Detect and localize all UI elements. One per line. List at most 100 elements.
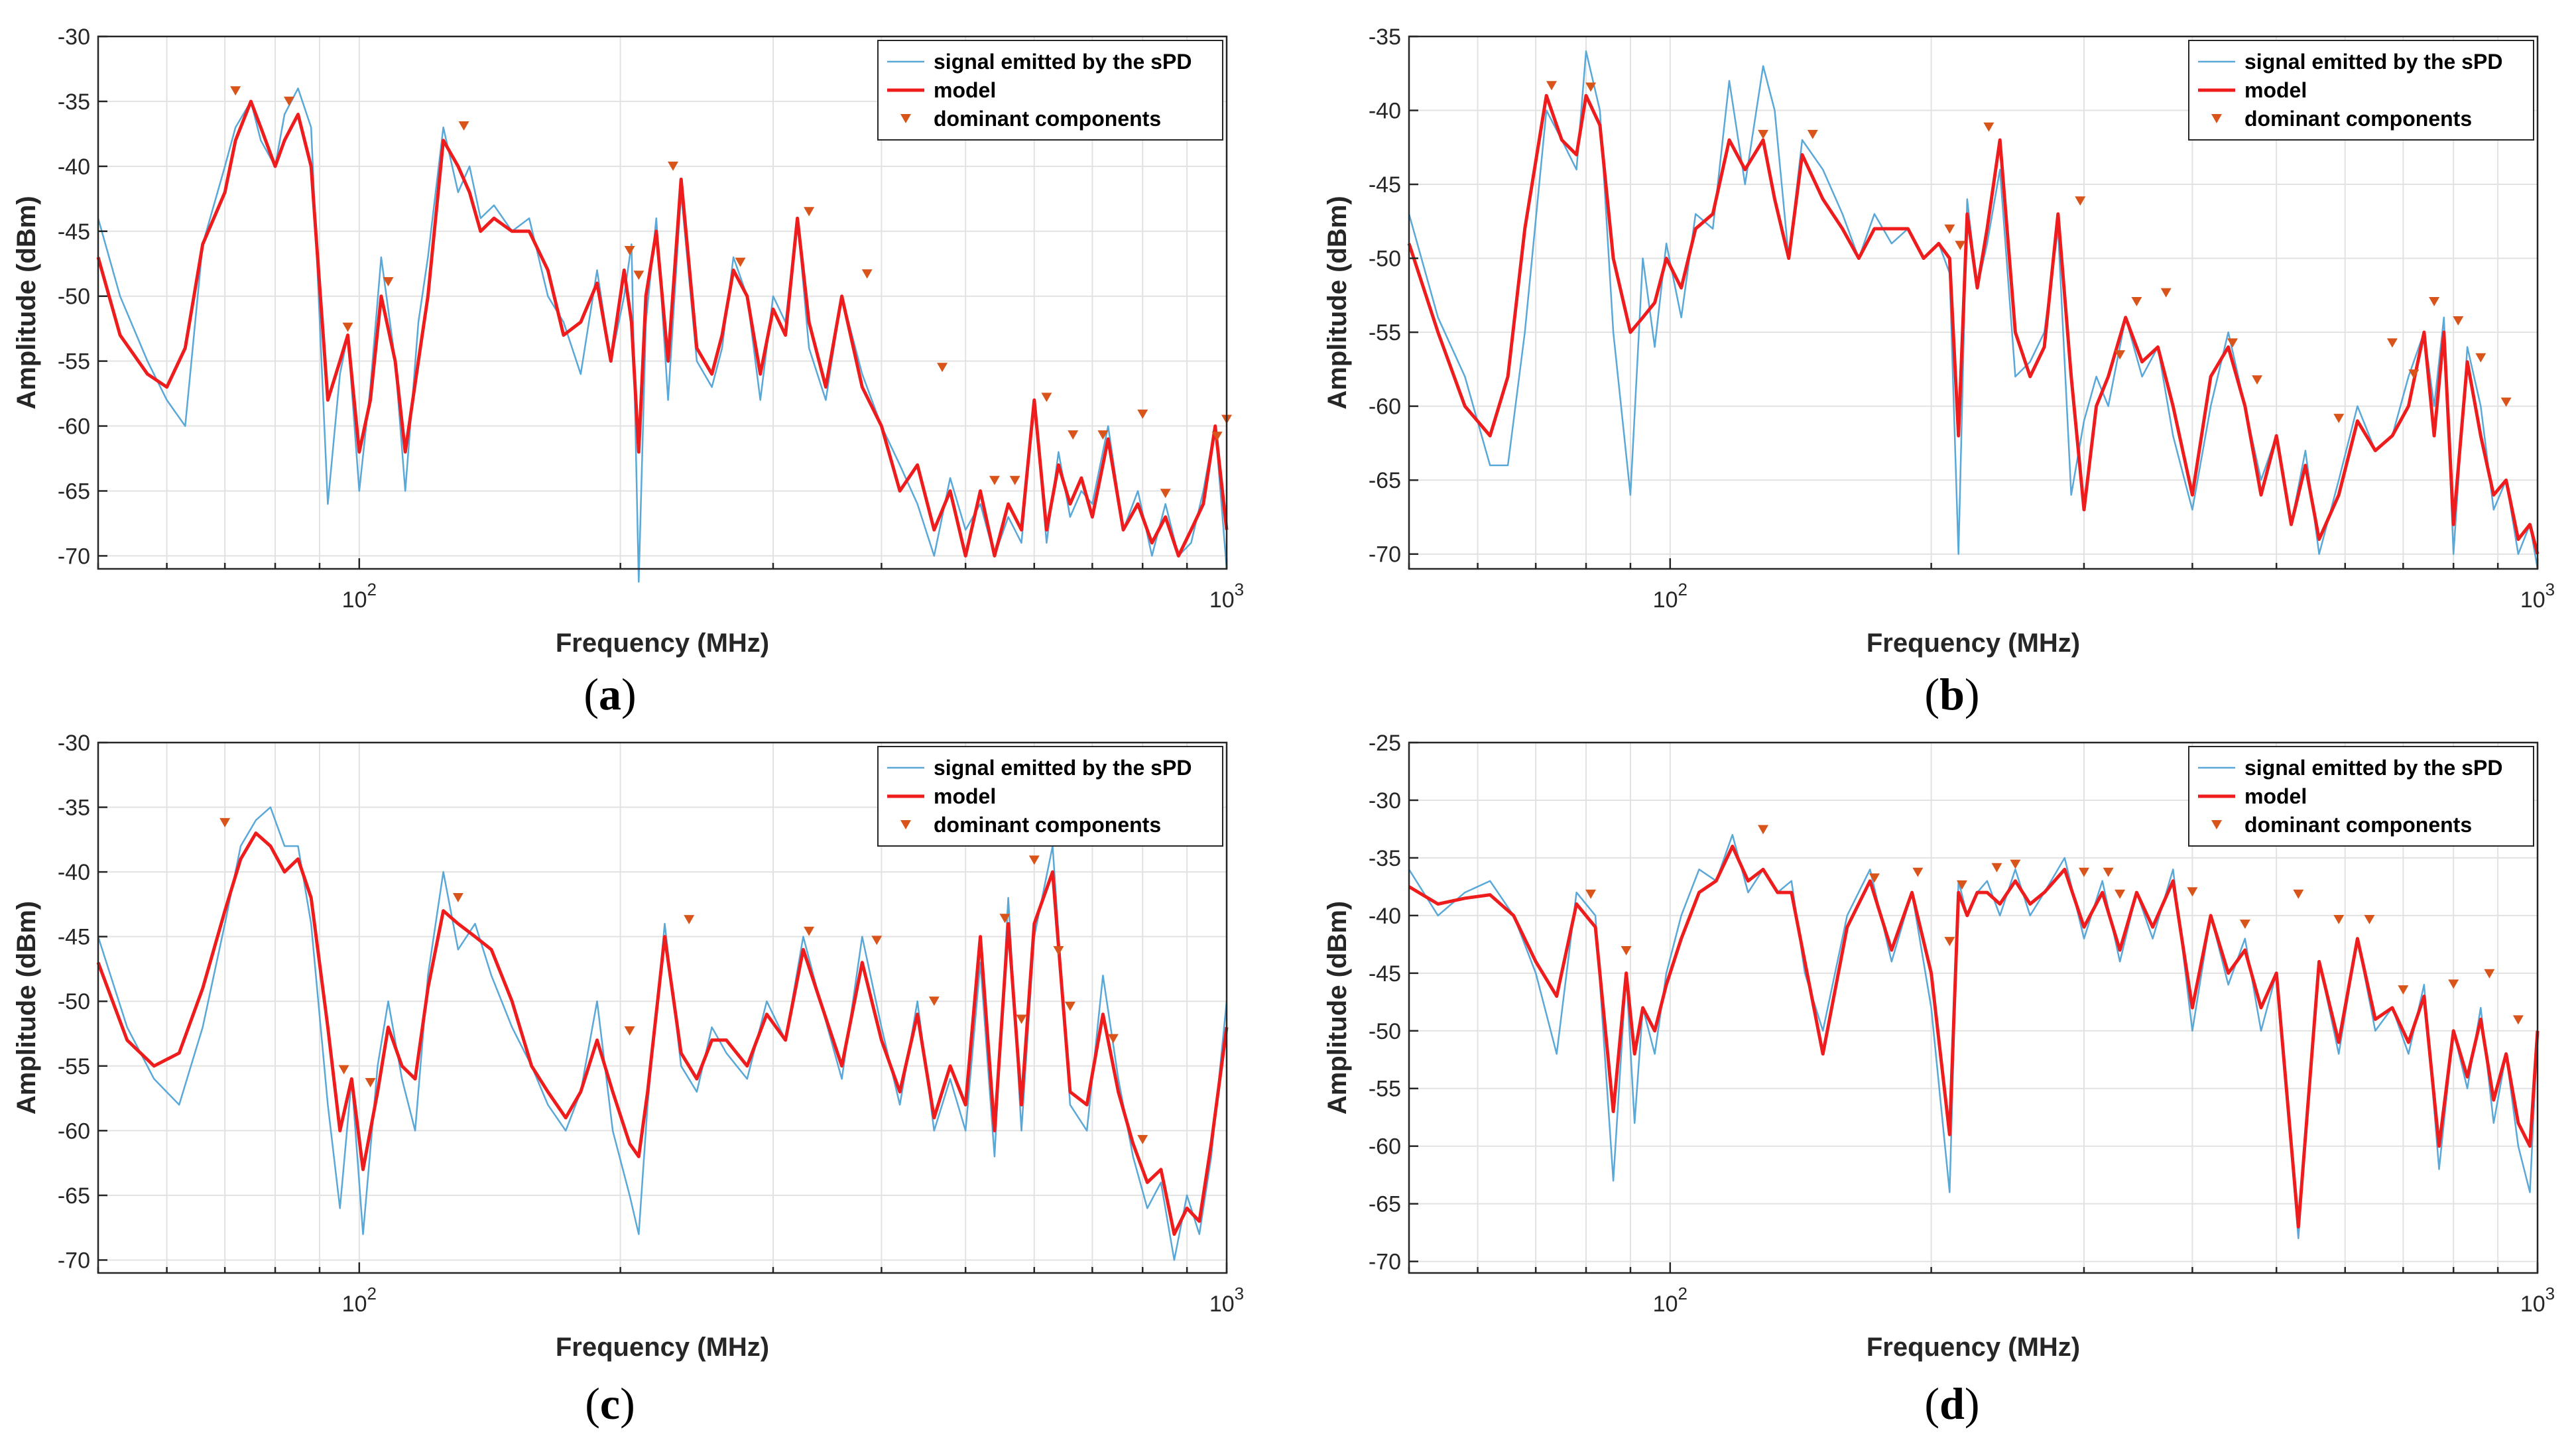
legend-entry: signal emitted by the sPD <box>934 756 1192 780</box>
y-tick-label: -30 <box>58 25 90 50</box>
legend: signal emitted by the sPD model dominant c… <box>877 746 1223 847</box>
dominant-component-marker <box>2333 414 2345 424</box>
dominant-component-marker <box>338 1065 349 1075</box>
dominant-component-marker <box>1028 855 1040 865</box>
dominant-component-marker <box>458 121 469 131</box>
dominant-component-marker <box>365 1078 376 1088</box>
y-tick-label: -30 <box>58 731 90 756</box>
panel-label-open: ( <box>585 1378 600 1429</box>
x-tick-exponent: 3 <box>2545 1284 2555 1303</box>
y-tick-label: -45 <box>58 925 90 950</box>
x-tick-exponent: 2 <box>367 1284 376 1303</box>
y-tick-label: -50 <box>1369 247 1401 272</box>
legend-entry: signal emitted by the sPD <box>2244 756 2502 780</box>
dominant-component-marker <box>1137 1134 1148 1144</box>
dominant-component-marker <box>2239 920 2250 929</box>
panel-label-open: ( <box>1924 1378 1939 1429</box>
panel-label-letter: b <box>1939 669 1965 719</box>
x-tick-base: 10 <box>1653 1292 1678 1317</box>
model-line <box>1407 93 2540 555</box>
dominant-component-marker <box>937 363 948 373</box>
y-tick-label: -45 <box>58 219 90 245</box>
y-tick-label: -40 <box>1369 904 1401 929</box>
legend-entry: dominant components <box>2244 813 2472 837</box>
y-tick-label: -50 <box>58 989 90 1014</box>
x-axis-label: Frequency (MHz) <box>556 629 769 658</box>
axes-box <box>1408 741 2539 1274</box>
x-tick-base: 10 <box>1209 1292 1235 1317</box>
panel-label: (a) <box>583 669 636 719</box>
dominant-component-marker <box>452 893 463 902</box>
y-tick-label: -55 <box>1369 1077 1401 1102</box>
panel-label: (b) <box>1924 669 1979 719</box>
dominant-component-marker <box>342 322 353 332</box>
panel-label-letter: a <box>599 669 621 719</box>
dominant-component-marker <box>2293 889 2304 899</box>
axes-box <box>97 741 1228 1274</box>
y-tick-label: -65 <box>58 479 90 504</box>
x-tick-label: 102 <box>342 579 377 613</box>
x-tick-exponent: 3 <box>1235 579 1244 599</box>
x-axis-label: Frequency (MHz) <box>556 1333 769 1362</box>
y-tick-label: -45 <box>1369 172 1401 198</box>
dominant-component-marker <box>1064 1001 1075 1011</box>
dominant-component-marker <box>1991 863 2002 873</box>
dominant-component-marker <box>1068 430 1079 440</box>
dominant-component-marker <box>1016 1014 1027 1024</box>
panel-label-letter: d <box>1939 1378 1965 1429</box>
dominant-component-marker <box>2386 338 2398 348</box>
y-tick-label: -30 <box>1369 788 1401 814</box>
legend: signal emitted by the sPD model dominant c… <box>877 40 1223 141</box>
panel-label: (d) <box>1924 1378 1979 1429</box>
legend: signal emitted by the sPD model dominant c… <box>2188 746 2534 847</box>
model-line <box>96 831 1229 1236</box>
dominant-component-marker <box>1107 1034 1119 1044</box>
y-tick-label: -60 <box>58 414 90 440</box>
dominant-component-marker <box>2187 887 2198 897</box>
dominant-component-marker <box>1211 432 1223 442</box>
dominant-component-marker <box>624 246 635 256</box>
x-axis-label: Frequency (MHz) <box>1867 629 2080 658</box>
dominant-component-marker <box>1807 129 1818 139</box>
dominant-component-marker <box>1009 475 1020 485</box>
axes-box <box>97 35 1228 570</box>
dominant-component-marker <box>861 269 873 279</box>
legend-entry: model <box>934 78 996 102</box>
y-tick-label: -35 <box>1369 25 1401 50</box>
x-tick-base: 10 <box>2520 587 2545 613</box>
y-axis-label: Amplitude (dBm) <box>12 196 41 409</box>
panel-label-close: ) <box>1965 669 1980 719</box>
dominant-component-marker <box>684 915 695 925</box>
dominant-component-marker <box>2160 288 2172 298</box>
x-tick-label: 103 <box>2520 579 2555 613</box>
dominant-component-marker <box>1160 489 1171 499</box>
legend: signal emitted by the sPD model dominant c… <box>2188 40 2534 141</box>
legend-entry: dominant components <box>934 107 1161 131</box>
y-axis-label: Amplitude (dBm) <box>1323 901 1352 1115</box>
dominant-component-marker <box>283 96 294 106</box>
y-tick-label: -65 <box>1369 1192 1401 1217</box>
y-tick-label: -70 <box>1369 1250 1401 1275</box>
dominant-component-marker <box>2484 969 2495 979</box>
dominant-component-marker <box>1955 241 1966 251</box>
dominant-component-marker <box>2333 915 2345 925</box>
legend-marker-swatch <box>900 114 911 123</box>
dominant-component-marker <box>2512 1015 2524 1025</box>
dominant-component-marker <box>2398 985 2409 995</box>
panel-label-close: ) <box>620 1378 635 1429</box>
y-tick-label: -50 <box>1369 1019 1401 1044</box>
dominant-component-marker <box>1137 409 1148 419</box>
dominant-component-marker <box>2429 296 2440 306</box>
panel-label-open: ( <box>1924 669 1939 719</box>
y-tick-label: -70 <box>1369 542 1401 568</box>
y-tick-label: -25 <box>1369 731 1401 756</box>
dominant-component-marker <box>1956 880 1967 890</box>
legend-box <box>2188 40 2534 141</box>
y-tick-label: -60 <box>1369 1134 1401 1160</box>
legend-entry: model <box>2244 78 2307 102</box>
dominant-component-marker <box>1585 889 1597 899</box>
dominant-component-marker <box>928 996 940 1006</box>
